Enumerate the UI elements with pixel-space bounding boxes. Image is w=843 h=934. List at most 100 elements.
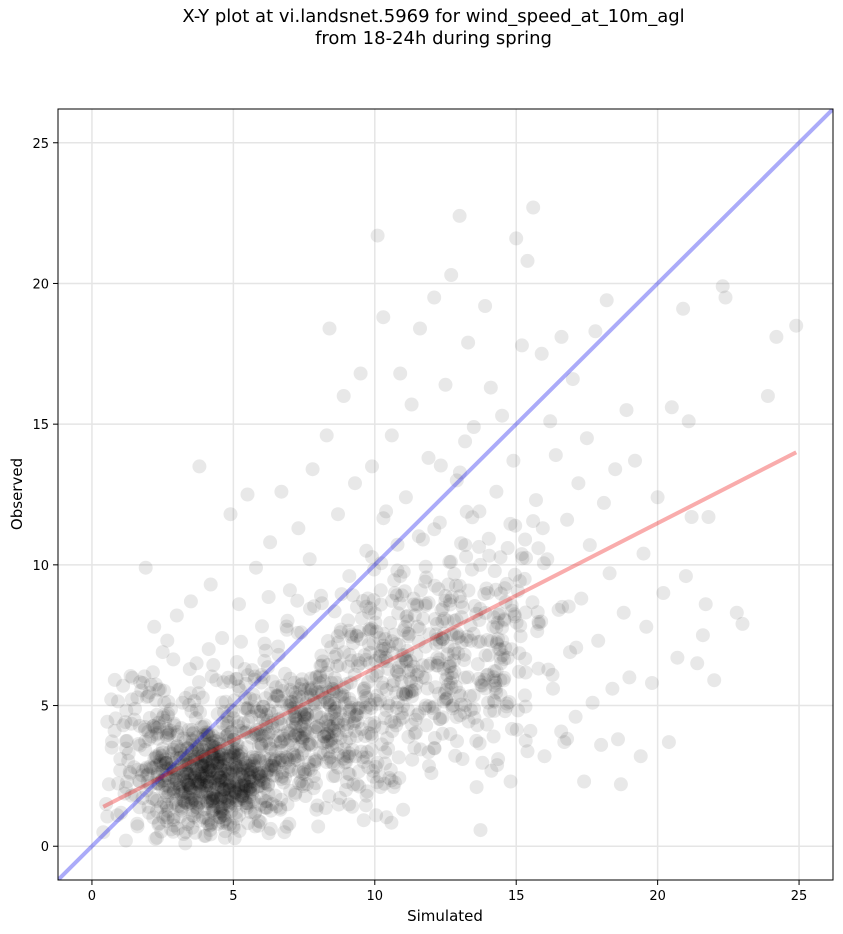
data-point [168,771,182,786]
data-point [192,784,207,799]
data-point [467,701,481,716]
data-point [253,726,268,741]
data-point [302,737,317,752]
data-point [219,773,234,788]
data-point [439,672,454,687]
data-point [343,695,358,710]
data-point [661,735,676,750]
data-point [447,642,462,657]
data-point [249,750,264,765]
data-point [169,739,184,754]
data-point [236,725,251,740]
data-point [480,586,495,600]
data-point [303,688,318,703]
data-point [226,820,241,835]
data-point [333,706,347,721]
data-point [214,743,228,758]
data-point [390,695,405,710]
data-point [152,753,167,768]
data-point [288,728,303,743]
data-point [386,674,401,689]
data-point [326,684,341,699]
data-point [389,663,404,678]
data-point [220,741,235,756]
data-point [183,594,198,609]
data-point [205,771,220,785]
data-point [166,812,181,827]
data-point [104,740,119,755]
data-point [208,734,223,749]
data-point [173,743,188,758]
data-point [220,737,235,752]
data-point [156,756,171,771]
data-point [269,680,284,695]
data-point [319,727,334,742]
data-point [195,690,210,705]
data-point [487,673,502,688]
data-point [410,708,425,723]
data-point [444,680,459,695]
data-point [199,778,214,793]
data-point [137,669,152,684]
data-point [220,816,235,831]
data-point [222,732,236,747]
data-point [180,741,195,756]
data-point [518,665,533,680]
data-point [534,346,549,361]
data-point [230,655,244,669]
data-point [329,711,344,726]
data-point [298,723,313,737]
data-point [160,731,175,745]
data-point [301,755,316,770]
data-point [216,783,231,798]
data-point [259,801,274,815]
data-point [240,759,255,773]
data-point [463,618,478,633]
data-point [385,724,400,739]
data-point [215,806,230,821]
data-point [204,816,219,830]
data-point [211,744,226,759]
data-point [238,701,253,716]
data-point [430,655,445,670]
data-point [167,716,181,731]
data-point [311,734,326,749]
data-point [298,715,313,729]
data-point [259,764,274,779]
data-point [191,773,206,788]
data-point [455,752,470,766]
data-point [152,757,167,772]
data-point [304,681,319,695]
data-point [364,742,379,757]
data-point [369,688,384,703]
data-point [211,749,226,764]
data-point [395,588,410,603]
data-point [237,777,252,792]
data-point [204,746,219,761]
data-point [441,677,456,692]
data-point [269,768,284,783]
data-point [499,696,514,711]
data-point [339,677,354,691]
data-point [235,789,249,804]
data-point [478,648,493,663]
data-point [131,737,146,751]
data-point [195,748,210,763]
data-point [483,380,498,395]
data-point [328,768,343,783]
data-point [236,786,251,800]
data-point [254,765,269,780]
data-point [329,647,344,662]
data-point [263,821,278,836]
data-point [381,661,396,676]
data-point [270,718,285,733]
data-point [418,598,433,613]
data-point [385,593,399,608]
data-point [241,772,256,787]
data-point [432,652,447,667]
data-point [283,682,298,697]
data-point [206,786,220,801]
data-point [195,785,210,800]
data-point [150,750,165,765]
data-point [215,631,230,645]
